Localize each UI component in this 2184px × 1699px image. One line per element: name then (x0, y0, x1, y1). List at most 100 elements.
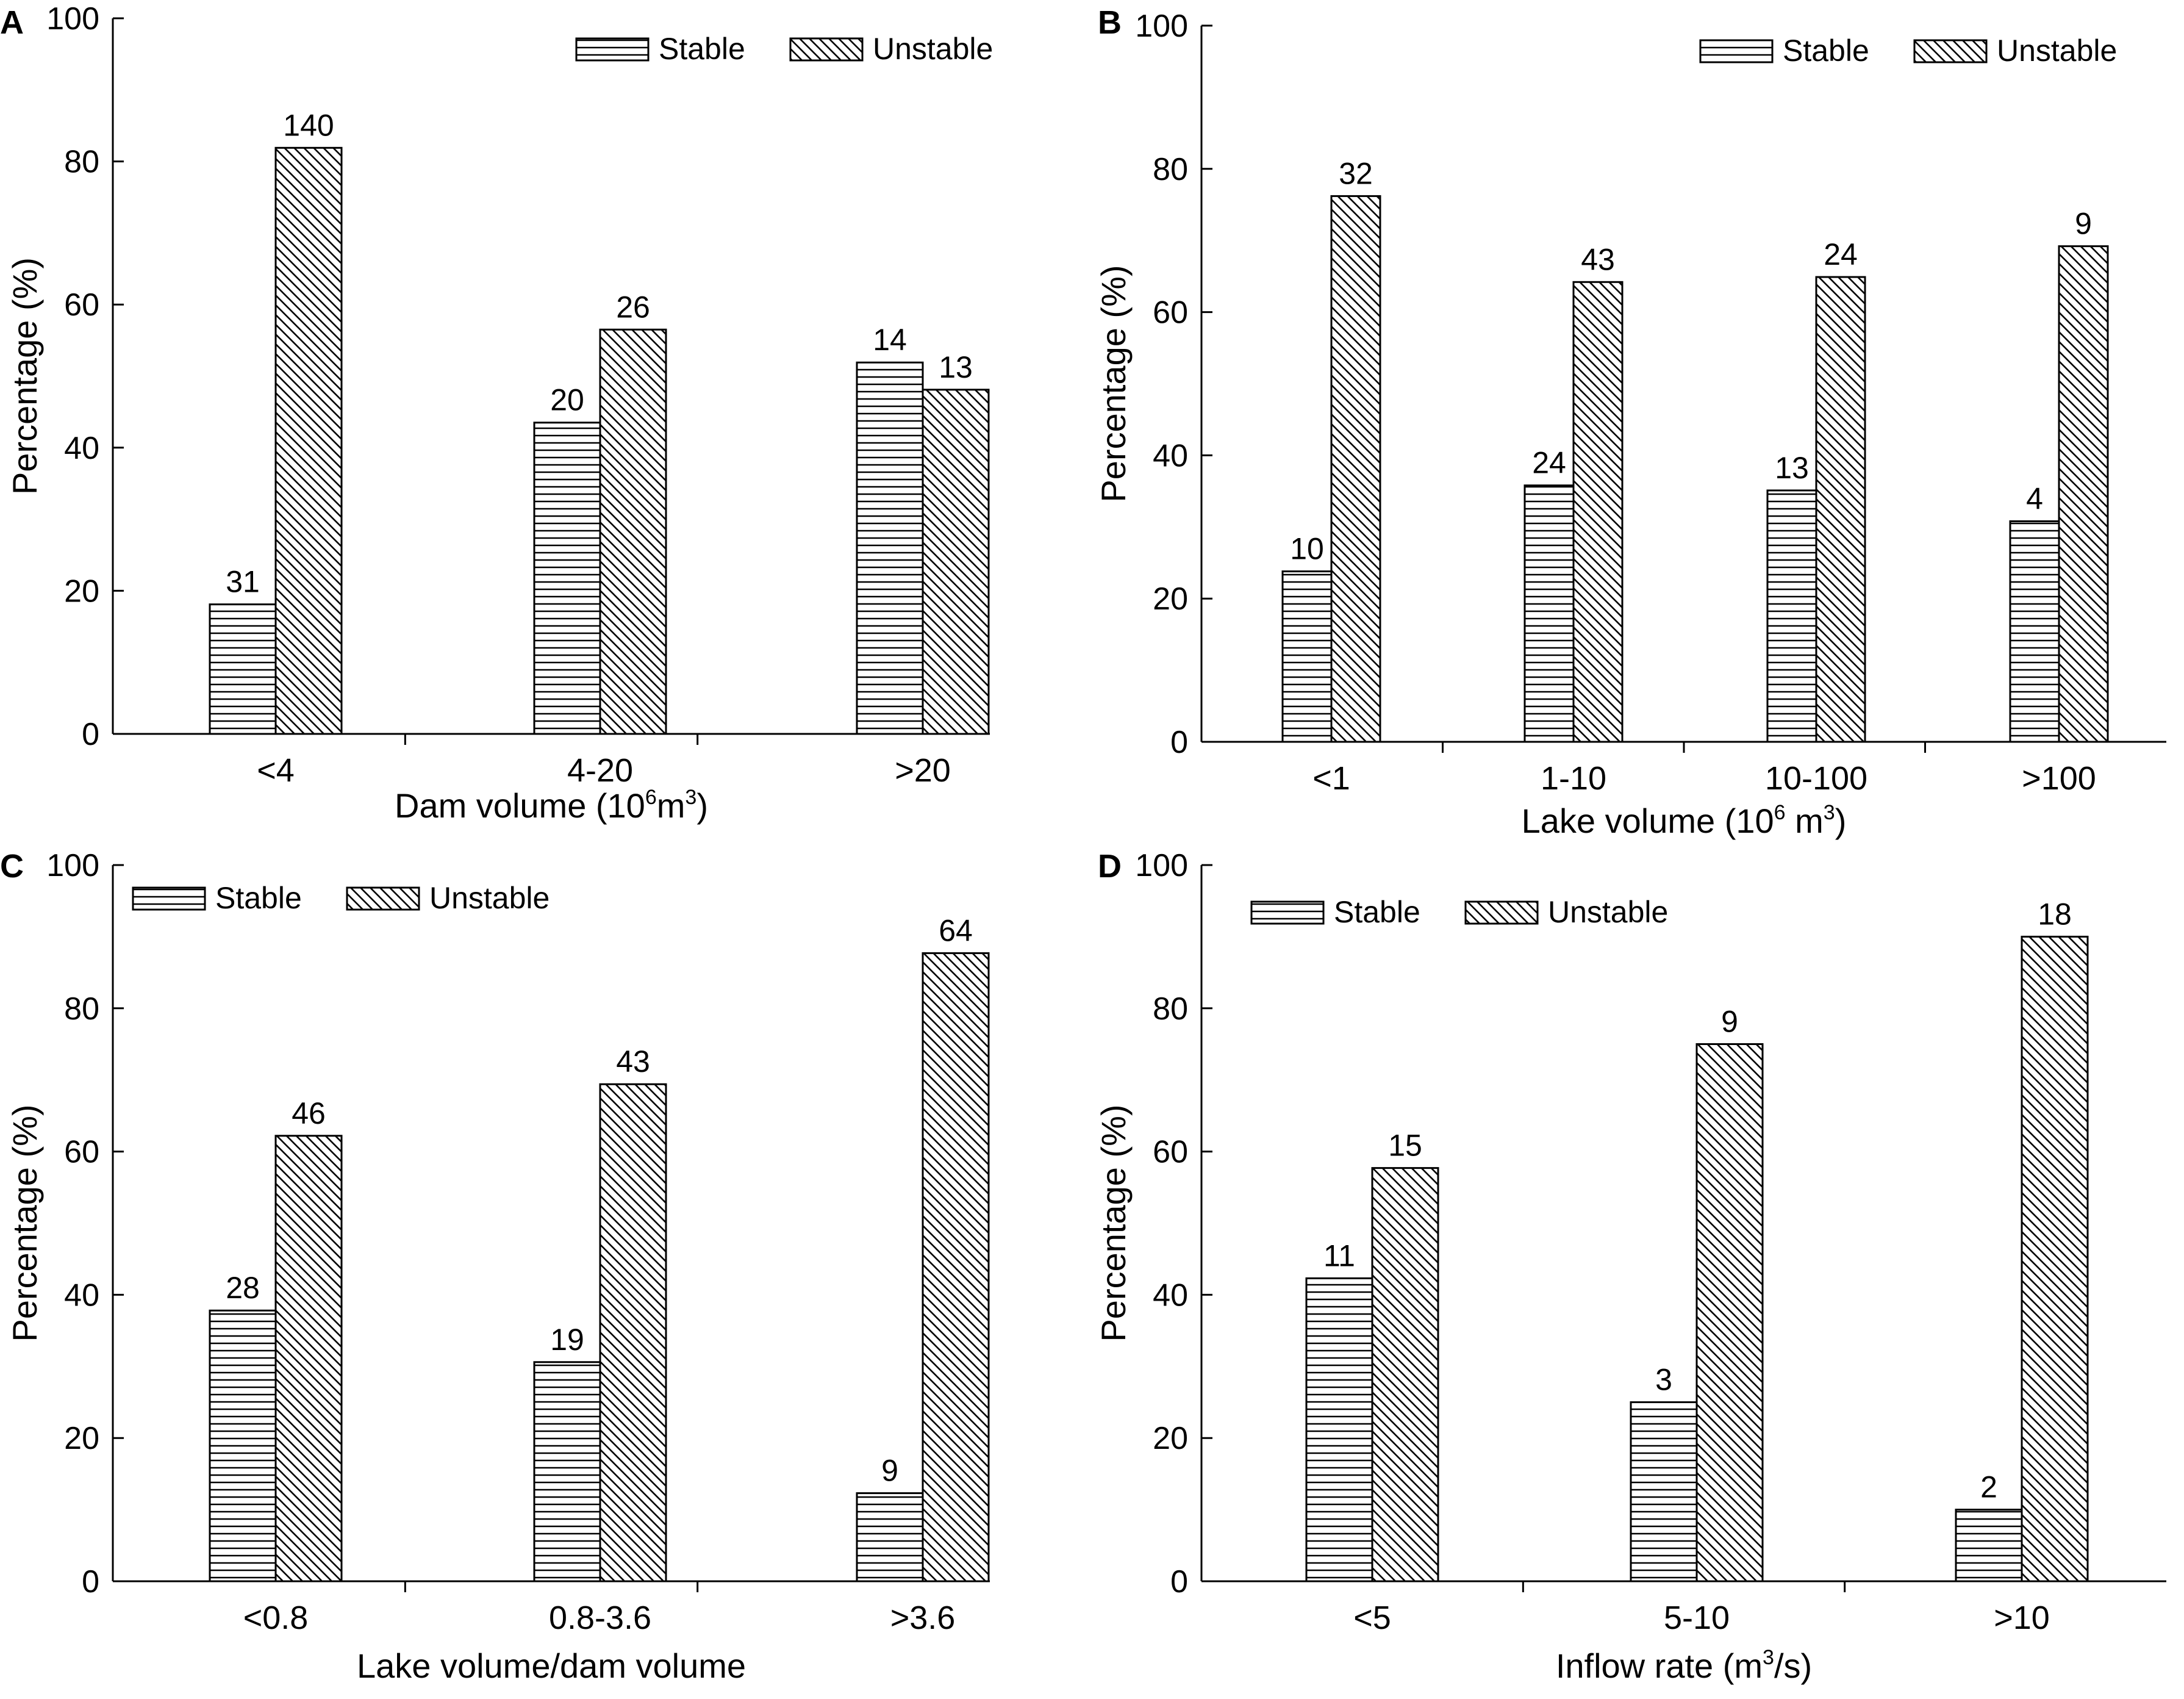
x-axis-title-mid: m (1786, 802, 1824, 840)
legend-label-stable: Stable (215, 881, 302, 915)
legend-label-unstable: Unstable (873, 32, 993, 66)
data-label-unstable: 43 (1581, 242, 1615, 276)
panel-letter: C (0, 848, 24, 885)
x-axis-title-sup1: 6 (1774, 801, 1786, 824)
bar-unstable-2 (1695, 1043, 1764, 1582)
x-category-label: <4 (257, 752, 295, 789)
bar-unstable-4 (2058, 245, 2109, 743)
bar-unstable-1 (1330, 195, 1381, 743)
bar-unstable-3 (2021, 935, 2089, 1582)
x-axis-title-prefix: Lake volume (10 (1522, 802, 1774, 840)
legend-swatch-unstable (346, 886, 420, 911)
x-axis-title: Lake volume/dam volume (357, 1647, 746, 1685)
y-axis-title: Percentage (%) (5, 1104, 44, 1342)
x-axis-title-mid: m (657, 786, 686, 825)
y-tick-label: 40 (1153, 438, 1188, 473)
y-axis-title: Percentage (%) (5, 257, 44, 495)
bar-stable-4 (2009, 520, 2060, 743)
data-label-unstable: 64 (939, 913, 973, 947)
y-tick-label: 20 (64, 1421, 99, 1456)
legend-swatch-unstable (1464, 900, 1539, 925)
bar-stable-1 (209, 1309, 277, 1582)
data-label-stable: 24 (1532, 446, 1566, 480)
y-tick-label: 100 (1135, 9, 1188, 44)
legend-label-stable: Stable (659, 32, 745, 66)
panel-letter: A (0, 4, 24, 41)
bar-stable-1 (1305, 1277, 1373, 1582)
x-axis-title-sup1: 6 (645, 786, 657, 809)
x-category-label: 10-100 (1765, 760, 1867, 797)
y-tick-label: 100 (1135, 848, 1188, 883)
data-label-stable: 19 (550, 1323, 584, 1357)
data-label-stable: 20 (550, 383, 584, 417)
x-axis-title-prefix: Lake volume/dam volume (357, 1647, 746, 1685)
y-tick-label: 80 (64, 991, 99, 1027)
data-label-stable: 10 (1290, 532, 1324, 566)
data-label-unstable: 46 (292, 1096, 326, 1130)
bar-unstable-2 (599, 1083, 667, 1582)
chart-panel-d: D 0 20 40 60 80 100 11 15 <5 3 9 5-10 2 18 >10 Percentag… (1094, 848, 2166, 1685)
x-axis-title: Dam volume (106m3) (395, 786, 708, 825)
y-tick-label: 40 (1153, 1277, 1188, 1313)
y-tick-label: 60 (1153, 1135, 1188, 1170)
data-label-unstable: 140 (283, 108, 334, 142)
x-axis-title-prefix: Inflow rate (m (1556, 1647, 1763, 1685)
data-label-stable: 13 (1775, 451, 1809, 485)
data-label-unstable: 9 (1721, 1005, 1738, 1039)
data-label-stable: 14 (873, 323, 907, 357)
panel-letter: D (1098, 848, 1122, 885)
x-axis-title: Inflow rate (m3/s) (1556, 1646, 1812, 1685)
y-tick-label: 20 (1153, 1421, 1188, 1456)
data-label-stable: 9 (881, 1454, 898, 1488)
legend-label-unstable: Unstable (1548, 895, 1668, 929)
y-tick-label: 0 (82, 1564, 99, 1600)
data-label-stable: 11 (1323, 1238, 1355, 1273)
x-axis-title-suffix: /s) (1774, 1647, 1812, 1685)
y-tick-label: 20 (1153, 581, 1188, 617)
bar-stable-2 (533, 422, 601, 735)
y-tick-label: 60 (64, 1135, 99, 1170)
data-label-stable: 28 (226, 1271, 260, 1305)
x-category-label: >10 (1994, 1600, 2050, 1636)
bar-unstable-3 (1815, 276, 1866, 743)
bar-stable-3 (856, 361, 924, 735)
data-label-unstable: 24 (1824, 237, 1858, 271)
y-tick-label: 40 (64, 1277, 99, 1313)
y-axis-title: Percentage (%) (1094, 265, 1133, 502)
legend-label-unstable: Unstable (429, 881, 550, 915)
bar-stable-3 (1766, 489, 1817, 743)
legend-swatch-unstable (1913, 39, 1988, 63)
legend-swatch-stable (1250, 900, 1325, 925)
chart-panel-c: C 0 20 40 60 80 100 28 46 <0.8 19 43 0.8-3.6 9 64 >3.6 P… (0, 848, 990, 1685)
data-label-unstable: 18 (2038, 897, 2072, 931)
bar-stable-3 (1955, 1509, 2023, 1582)
x-category-label: >20 (895, 752, 951, 789)
data-label-unstable: 43 (616, 1044, 650, 1079)
bar-stable-2 (1630, 1401, 1698, 1582)
x-category-label: >100 (2022, 760, 2096, 797)
legend-swatch-stable (1699, 39, 1774, 63)
y-tick-label: 0 (1170, 725, 1188, 760)
x-category-label: 5-10 (1664, 1600, 1730, 1636)
x-category-label: <0.8 (243, 1600, 309, 1636)
x-category-label: 1-10 (1541, 760, 1606, 797)
y-tick-label: 60 (1153, 295, 1188, 331)
y-tick-label: 60 (64, 287, 99, 323)
legend-label-stable: Stable (1783, 34, 1869, 68)
data-label-unstable: 26 (616, 290, 650, 324)
x-axis-title-prefix: Dam volume (10 (395, 786, 645, 825)
panel-letter: B (1098, 4, 1122, 41)
x-axis-title-sup2: 3 (1824, 801, 1835, 824)
legend-swatch-unstable (789, 37, 864, 62)
data-label-unstable: 32 (1339, 156, 1373, 190)
data-label-unstable: 15 (1388, 1129, 1422, 1163)
data-label-stable: 2 (1980, 1470, 1997, 1504)
bar-stable-1 (1281, 570, 1333, 743)
x-category-label: <1 (1312, 760, 1350, 797)
x-axis-title-suffix: ) (696, 786, 708, 825)
bar-unstable-1 (274, 146, 343, 735)
y-axis-title: Percentage (%) (1094, 1104, 1133, 1342)
bar-stable-2 (533, 1361, 601, 1582)
